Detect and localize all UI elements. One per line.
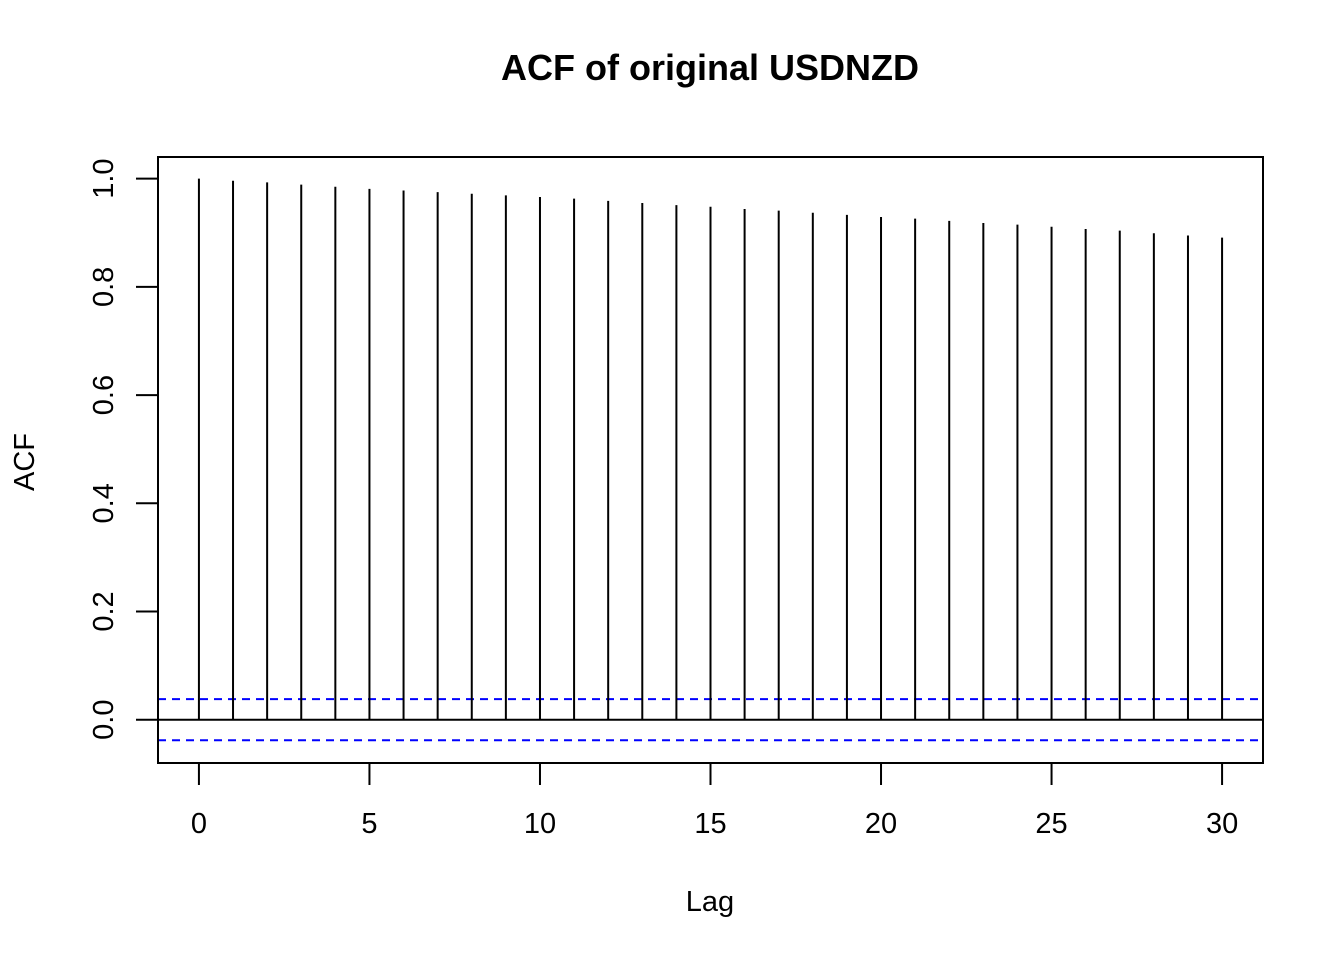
- y-tick-label: 1.0: [88, 158, 120, 198]
- chart-title: ACF of original USDNZD: [501, 47, 919, 88]
- x-tick-label: 20: [865, 808, 897, 840]
- y-tick-label: 0.4: [88, 483, 120, 523]
- x-tick-label: 25: [1035, 808, 1067, 840]
- plot-frame: [157, 156, 1264, 764]
- y-axis-label: ACF: [9, 433, 41, 491]
- x-tick-label: 0: [191, 808, 207, 840]
- x-tick-label: 15: [694, 808, 726, 840]
- plot-area: [157, 156, 1264, 764]
- y-tick-label: 0.6: [88, 375, 120, 415]
- x-tick-label: 30: [1206, 808, 1238, 840]
- x-tick-label: 5: [361, 808, 377, 840]
- x-axis-label: Lag: [686, 886, 734, 918]
- x-tick-label: 10: [524, 808, 556, 840]
- y-tick-label: 0.0: [88, 700, 120, 740]
- y-tick-label: 0.8: [88, 267, 120, 307]
- y-tick-label: 0.2: [88, 591, 120, 631]
